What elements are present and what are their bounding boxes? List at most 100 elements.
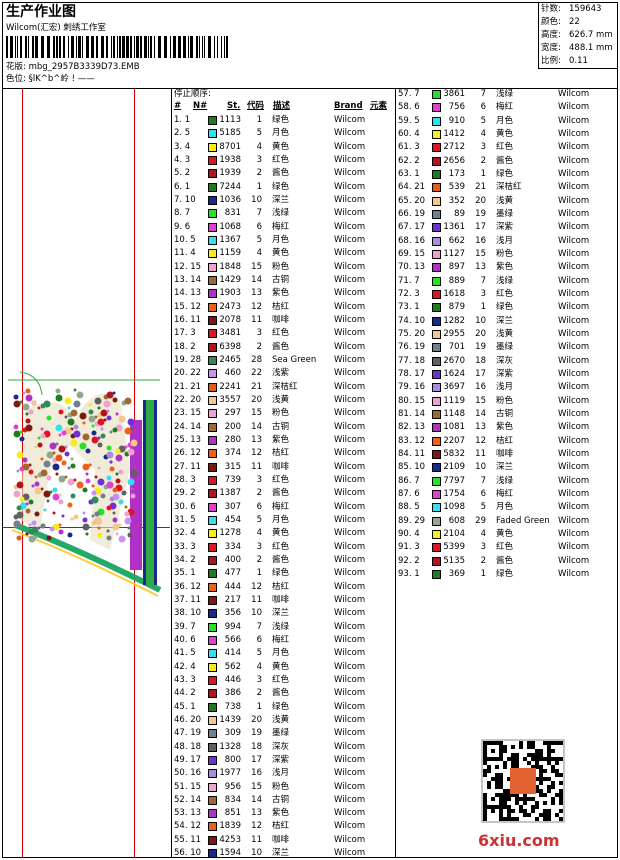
code: 4 — [480, 128, 486, 139]
stitches: 1113 — [219, 115, 241, 125]
color-swatch — [208, 582, 217, 592]
brand: Wilcom — [334, 141, 366, 152]
color-swatch — [432, 503, 441, 513]
code: 2 — [256, 341, 262, 352]
brand: Wilcom — [334, 394, 366, 405]
stitches: 7244 — [219, 181, 241, 192]
code: 7 — [480, 89, 486, 99]
description: 桔红 — [272, 581, 290, 592]
code: 1 — [480, 168, 486, 179]
brand: Wilcom — [558, 102, 590, 113]
seq: 48. 18 — [174, 741, 202, 752]
color-swatch — [432, 449, 441, 459]
brand: Wilcom — [334, 728, 366, 739]
stitches: 994 — [224, 621, 241, 632]
brand: Wilcom — [334, 661, 366, 672]
code: 16 — [475, 382, 486, 393]
description: 墨绿 — [272, 728, 290, 739]
color-swatch — [432, 529, 441, 539]
description: 咖啡 — [272, 594, 290, 605]
color-swatch — [208, 595, 217, 605]
brand: Wilcom — [334, 714, 366, 725]
code: 19 — [475, 342, 486, 353]
stitches: 608 — [448, 515, 465, 526]
description: 粉色 — [272, 781, 290, 792]
description: 红色 — [272, 674, 290, 685]
code: 4 — [256, 661, 262, 672]
code: 11 — [251, 834, 262, 845]
color-swatch — [432, 209, 441, 219]
color-swatch — [432, 423, 441, 433]
column-header: # — [174, 101, 182, 111]
code: 4 — [256, 248, 262, 259]
stitches: 1278 — [219, 528, 241, 539]
brand: Wilcom — [558, 342, 590, 353]
description: 黄色 — [272, 528, 290, 539]
description: 酱色 — [496, 555, 514, 566]
code: 10 — [251, 194, 262, 205]
description: 深桔红 — [272, 381, 298, 392]
code: 15 — [251, 261, 262, 272]
brand: Wilcom — [334, 848, 366, 859]
seq: 19. 28 — [174, 354, 202, 365]
brand: Wilcom — [334, 288, 366, 299]
stitches: 89 — [454, 208, 465, 219]
brand: Wilcom — [558, 422, 590, 433]
code: 17 — [251, 754, 262, 765]
stitches: 739 — [224, 474, 241, 485]
brand: Wilcom — [558, 528, 590, 539]
code: 3 — [480, 288, 486, 299]
seq: 58. 6 — [398, 102, 420, 113]
description: 桔红 — [272, 821, 290, 832]
color-swatch — [208, 209, 217, 219]
brand: Wilcom — [558, 155, 590, 166]
column-header: 描述 — [273, 101, 291, 111]
description: 古铜 — [272, 274, 290, 285]
brand: Wilcom — [334, 461, 366, 472]
code: 2 — [256, 554, 262, 565]
seq: 41. 5 — [174, 648, 196, 659]
brand: Wilcom — [558, 502, 590, 513]
description: 浅绿 — [272, 621, 290, 632]
code: 4 — [256, 141, 262, 152]
info-label: 宽度: — [541, 43, 561, 53]
color-swatch — [208, 635, 217, 645]
description: 酱色 — [272, 168, 290, 179]
code: 6 — [480, 488, 486, 499]
description: 深兰 — [272, 608, 290, 619]
code: 1 — [480, 302, 486, 313]
code: 3 — [480, 542, 486, 553]
code: 20 — [475, 195, 486, 206]
stitches: 315 — [224, 461, 241, 472]
color-swatch — [208, 155, 217, 165]
brand: Wilcom — [558, 448, 590, 459]
seq: 29. 2 — [174, 488, 196, 499]
description: 红色 — [272, 541, 290, 552]
brand: Wilcom — [334, 115, 366, 125]
color-swatch — [208, 116, 217, 125]
brand: Wilcom — [334, 421, 366, 432]
description: 浅月 — [496, 235, 514, 246]
color-swatch — [208, 275, 217, 285]
stitches: 1159 — [219, 248, 241, 259]
stitches: 352 — [448, 195, 465, 206]
color-swatch — [208, 222, 217, 232]
seq: 38. 10 — [174, 608, 202, 619]
seq: 2. 5 — [174, 128, 191, 139]
description: 酱色 — [272, 488, 290, 499]
seq: 35. 1 — [174, 568, 196, 579]
brand: Wilcom — [558, 515, 590, 526]
seq: 66. 19 — [398, 208, 426, 219]
embroidery-design — [8, 371, 162, 597]
code: 13 — [475, 422, 486, 433]
stitches: 334 — [224, 541, 241, 552]
stitches: 297 — [224, 408, 241, 419]
code: 15 — [475, 395, 486, 406]
stitches: 834 — [224, 794, 241, 805]
color-swatch — [432, 289, 441, 299]
stitches: 662 — [448, 235, 465, 246]
code: 11 — [475, 448, 486, 459]
code: 4 — [256, 528, 262, 539]
brand: Wilcom — [334, 434, 366, 445]
seq: 57. 7 — [398, 89, 420, 99]
